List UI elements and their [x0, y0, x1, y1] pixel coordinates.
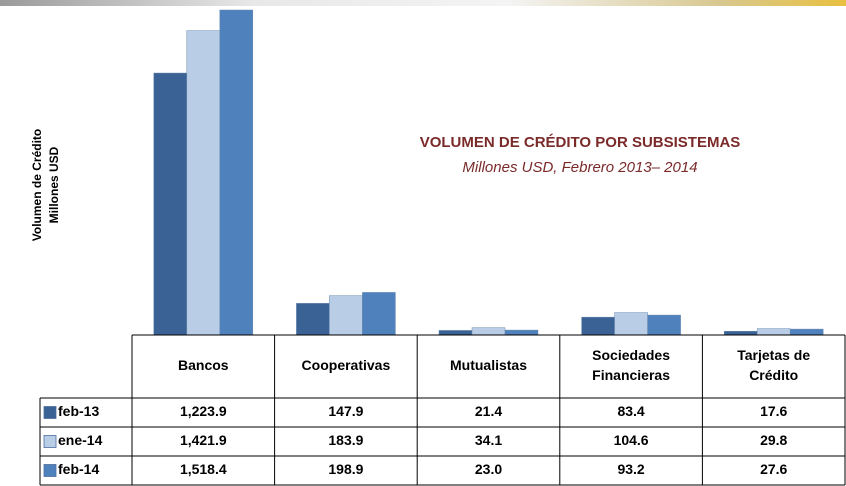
data-label: 1,518.4 — [180, 461, 227, 477]
data-label: 83.4 — [617, 403, 644, 419]
bar — [362, 292, 396, 336]
data-label: 23.0 — [475, 461, 502, 477]
data-label: 27.6 — [760, 461, 787, 477]
data-label: 1,223.9 — [180, 403, 227, 419]
x-tick-label: Crédito — [749, 367, 798, 383]
x-tick-label: Financieras — [592, 367, 670, 383]
data-label: 93.2 — [617, 461, 644, 477]
bar — [296, 303, 330, 336]
bar — [219, 9, 254, 336]
legend-label: feb-14 — [58, 461, 99, 477]
chart-title: VOLUMEN DE CRÉDITO POR SUBSISTEMAS — [420, 134, 741, 151]
data-label: 17.6 — [760, 403, 787, 419]
bar — [186, 30, 221, 336]
legend-label: ene-14 — [58, 432, 103, 448]
bar — [647, 314, 681, 336]
data-label: 34.1 — [475, 432, 502, 448]
y-axis-label: Volumen de Crédito — [30, 129, 44, 241]
chart-subtitle: Millones USD, Febrero 2013– 2014 — [462, 159, 697, 176]
x-tick-label: Sociedades — [592, 347, 670, 363]
legend-swatch — [43, 464, 57, 477]
bar — [504, 329, 539, 336]
x-tick-label: Bancos — [178, 357, 229, 373]
data-label: 21.4 — [475, 403, 502, 419]
bar — [614, 312, 648, 336]
bar — [723, 330, 758, 336]
bar — [153, 72, 188, 336]
x-tick-label: Mutualistas — [450, 357, 527, 373]
bar — [789, 328, 824, 336]
data-label: 198.9 — [328, 461, 363, 477]
data-label: 29.8 — [760, 432, 787, 448]
y-axis-label: Millones USD — [47, 146, 61, 223]
bar — [756, 328, 791, 336]
banner — [0, 0, 846, 6]
bar — [438, 330, 473, 336]
legend-swatch — [43, 435, 57, 448]
bar — [329, 295, 363, 336]
legend-swatch — [43, 406, 57, 419]
x-tick-label: Cooperativas — [302, 357, 391, 373]
bar — [581, 316, 615, 336]
data-label: 183.9 — [328, 432, 363, 448]
x-tick-label: Tarjetas de — [737, 347, 810, 363]
bar — [471, 327, 506, 336]
data-label: 147.9 — [328, 403, 363, 419]
data-label: 104.6 — [614, 432, 649, 448]
legend-label: feb-13 — [58, 403, 99, 419]
data-label: 1,421.9 — [180, 432, 227, 448]
